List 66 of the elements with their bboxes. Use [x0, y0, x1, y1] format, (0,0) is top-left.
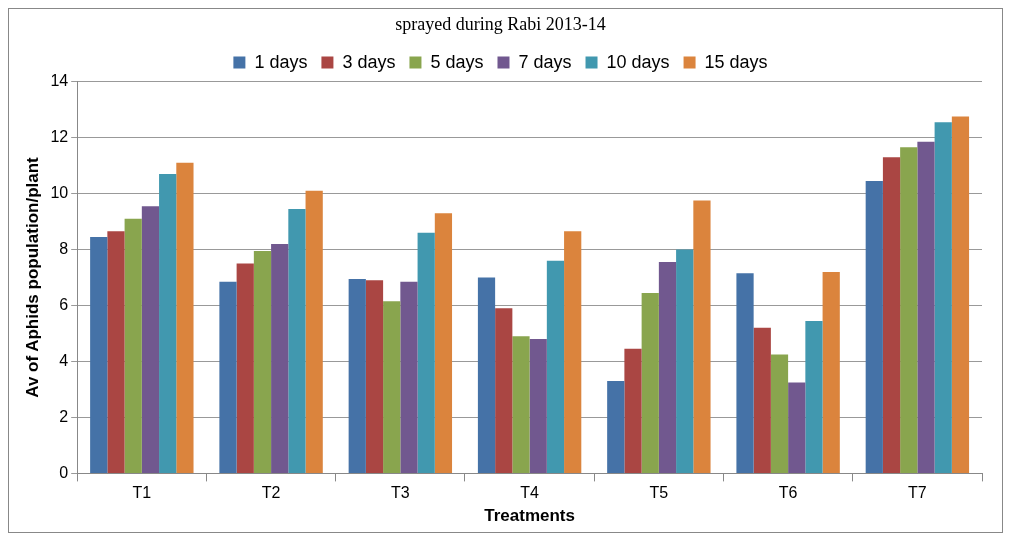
bar	[141, 206, 160, 473]
bar	[434, 213, 453, 473]
y-axis-title: Av of Aphids population/plant	[22, 156, 42, 398]
y-tick-label: 8	[59, 239, 69, 257]
bar	[176, 162, 194, 473]
legend-label: 15 days	[704, 51, 768, 72]
bar	[564, 231, 582, 473]
bar	[788, 382, 806, 473]
x-tick-label: T3	[391, 484, 410, 502]
bar	[400, 281, 418, 473]
x-tick-label: T7	[908, 484, 927, 502]
bar	[641, 292, 659, 473]
bar	[383, 301, 401, 473]
legend-label: 5 days	[430, 51, 484, 72]
y-tick-label: 6	[59, 295, 69, 313]
y-tick-label: 12	[50, 127, 69, 145]
bar	[124, 218, 142, 473]
y-tick-label: 2	[59, 407, 69, 425]
legend-label: 7 days	[518, 51, 572, 72]
chart-title: sprayed during Rabi 2013-14	[395, 13, 606, 34]
y-tick-label: 4	[59, 351, 69, 369]
bar	[159, 173, 177, 473]
legend-label: 10 days	[606, 51, 670, 72]
bar	[512, 336, 530, 473]
bar	[822, 271, 840, 473]
legend-label: 1 days	[254, 51, 308, 72]
bar	[348, 278, 366, 473]
bar	[736, 273, 754, 473]
bar	[882, 157, 901, 473]
x-tick-label: T5	[649, 484, 669, 502]
bar	[607, 381, 625, 473]
x-tick-label: T2	[261, 484, 281, 502]
bar	[624, 348, 642, 473]
bar	[934, 122, 952, 473]
bar	[770, 354, 789, 473]
bar	[107, 231, 125, 473]
bar	[753, 327, 771, 473]
y-tick-label: 0	[59, 463, 69, 481]
bar	[529, 339, 547, 473]
bar	[865, 180, 883, 473]
bar	[546, 260, 565, 473]
legend-label: 3 days	[342, 51, 396, 72]
x-axis-title: Treatments	[484, 506, 575, 526]
bar	[236, 263, 254, 473]
bar	[288, 208, 306, 473]
bar	[417, 232, 435, 473]
bar	[305, 190, 323, 473]
bar	[219, 281, 237, 473]
bar	[805, 320, 823, 473]
x-tick-label: T4	[520, 484, 540, 502]
bar	[90, 236, 108, 473]
bar	[917, 141, 935, 473]
bar	[271, 243, 289, 473]
bar	[693, 200, 711, 473]
bar	[900, 147, 918, 473]
bar	[495, 308, 513, 473]
bar	[951, 116, 970, 473]
bar	[676, 249, 694, 473]
bar	[365, 280, 384, 473]
y-tick-label: 14	[50, 72, 69, 90]
x-tick-label: T6	[778, 484, 798, 502]
bar	[253, 250, 272, 473]
y-tick-label: 10	[50, 183, 69, 201]
bar	[658, 262, 677, 473]
bar	[477, 277, 496, 473]
x-tick-label: T1	[132, 484, 152, 502]
